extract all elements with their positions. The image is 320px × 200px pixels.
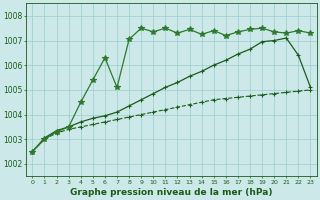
X-axis label: Graphe pression niveau de la mer (hPa): Graphe pression niveau de la mer (hPa) [70,188,273,197]
